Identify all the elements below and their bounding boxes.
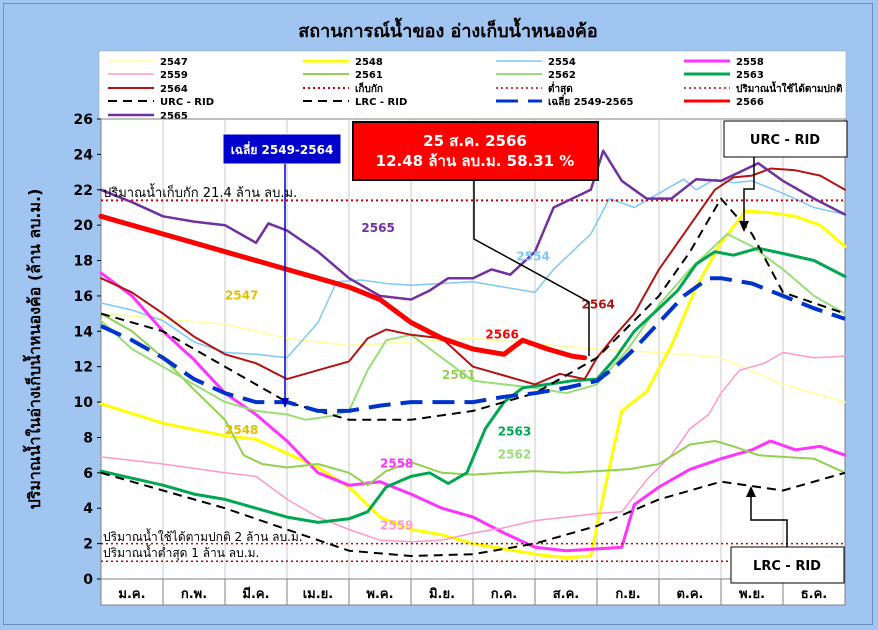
x-tick-label: ก.ย.: [615, 587, 640, 602]
series-line-5: [100, 312, 846, 487]
y-tick-label: 0: [83, 572, 93, 588]
series-label-2562: 2562: [498, 448, 531, 462]
series-label-2563: 2563: [498, 425, 531, 439]
chart-frame: สถานการณ์น้ำของ อ่างเก็บน้ำหนองค้อ 2547 2…: [3, 3, 873, 625]
series-line-3: [99, 271, 847, 553]
y-tick-label: 16: [74, 289, 93, 305]
x-tick-label: ม.ค.: [118, 587, 145, 602]
lrc-callout-text: LRC - RID: [753, 559, 821, 574]
x-tick-label: ก.ค.: [491, 587, 517, 602]
series-label-2566: 2566: [485, 327, 518, 341]
legend-entry: ปริมาณน้ำใช้ได้ตามปกติ: [736, 81, 842, 95]
legend-entry: 2566: [736, 97, 764, 108]
legend-entry: URC - RID: [160, 97, 214, 108]
x-tick-label: ส.ค.: [553, 587, 580, 602]
x-tick-label: มิ.ย.: [429, 587, 455, 602]
legend-entry: 2548: [355, 57, 383, 68]
series-label-2565: 2565: [361, 221, 394, 235]
series-line-16: [99, 149, 847, 301]
urc-callout-box: [723, 120, 848, 158]
current-value-amount: 12.48 ล้าน ลบ.ม. 58.31 %: [376, 152, 575, 170]
x-tick-label: ธ.ค.: [801, 587, 828, 602]
series-line-8: [100, 167, 846, 386]
current-value-box: [352, 121, 599, 181]
avg-callout-text: เฉลี่ย 2549-2564: [231, 141, 334, 157]
usable-line-label: ปริมาณน้ำใช้ได้ตามปกติ 2 ล้าน ลบ.ม.: [103, 528, 303, 544]
series-label-2554: 2554: [516, 250, 549, 264]
y-tick-label: 22: [74, 183, 93, 199]
y-axis-label: ปริมาณน้ำในอ่างเก็บน้ำหนองค้อ (ล้าน ลบ.ม…: [22, 189, 44, 510]
series-line-15: [98, 213, 588, 361]
urc-callout-leader: [743, 157, 755, 222]
x-tick-label: มี.ค.: [242, 586, 269, 602]
avg-callout-box: [222, 133, 342, 165]
legend-entry: 2562: [548, 70, 576, 81]
legend-entry: 2565: [160, 111, 188, 122]
legend-entry: 2547: [160, 57, 188, 68]
lrc-callout-leader: [750, 496, 788, 547]
current-value-leader: [473, 180, 590, 356]
reservoir-chart: สถานการณ์น้ำของ อ่างเก็บน้ำหนองค้อ 2547 2…: [7, 7, 869, 621]
min-line-label: ปริมาณน้ำต่ำสุด 1 ล้าน ลบ.ม.: [103, 544, 259, 561]
storage-line-label: ปริมาณน้ำเก็บกัก 21.4 ล้าน ลบ.ม.: [103, 183, 297, 201]
y-tick-label: 20: [74, 218, 94, 234]
legend-entry: 2564: [160, 84, 188, 95]
series-label-2564: 2564: [582, 297, 615, 311]
legend-entry: เฉลี่ย 2549-2565: [548, 94, 634, 108]
urc-callout-arrowhead: [739, 221, 749, 232]
grid: [162, 119, 784, 579]
legend-entry: 2554: [548, 57, 576, 68]
series-line-4: [100, 351, 846, 543]
series-labels: 2547 2548 2554 2558 2559 2561 2562 2563 2564 2566…: [225, 221, 615, 532]
series-line-13: [100, 471, 846, 557]
x-tick-label: เม.ย.: [303, 587, 334, 602]
y-tick-label: 18: [74, 254, 93, 270]
y-tick-label: 8: [83, 430, 93, 446]
y-tick-label: 2: [83, 537, 93, 553]
series-label-2547: 2547: [225, 288, 258, 302]
urc-callout-text: URC - RID: [750, 133, 820, 148]
legend-entry: 2559: [160, 70, 188, 81]
legend-entry: 2563: [736, 70, 764, 81]
series-line-0: [100, 312, 846, 403]
y-tick-label: 4: [83, 501, 93, 517]
x-tick-label: ก.พ.: [181, 587, 207, 602]
chart-title: สถานการณ์น้ำของ อ่างเก็บน้ำหนองค้อ: [298, 17, 597, 42]
legend-entry: 2558: [736, 57, 764, 68]
lrc-callout-box: [730, 546, 845, 584]
legend-box: [98, 50, 847, 122]
x-axis: ม.ค. ก.พ. มี.ค. เม.ย. พ.ค. มิ.ย. ก.ค. ส.ค. ก.ย. ต…: [100, 578, 846, 606]
current-value-date: 25 ส.ค. 2566: [423, 132, 527, 150]
x-tick-label: ต.ค.: [676, 587, 703, 602]
lrc-callout-arrowhead: [746, 486, 756, 497]
y-tick-label: 14: [74, 324, 94, 340]
series-line-7: [99, 246, 847, 524]
series-label-2559: 2559: [380, 518, 413, 532]
legend-entry: LRC - RID: [355, 97, 407, 108]
y-tick-label: 26: [74, 112, 93, 128]
series-label-2548: 2548: [225, 423, 258, 437]
series-label-2558: 2558: [380, 457, 413, 471]
x-tick-label: พ.ค.: [366, 587, 393, 602]
series-line-1: [99, 209, 847, 560]
y-tick-label: 24: [74, 147, 94, 163]
y-tick-label: 12: [74, 360, 93, 376]
legend-entry: เก็บกัก: [355, 81, 383, 95]
legend: 2547 2548 2554 2558 2559 2561 2562 2563 2564 เก็บ…: [108, 57, 842, 122]
x-tick-label: พ.ย.: [739, 587, 765, 602]
y-tick-label: 6: [83, 466, 93, 482]
series-line-14: [100, 276, 846, 413]
series-label-2561: 2561: [442, 368, 475, 382]
legend-entry: ต่ำสุด: [548, 81, 573, 95]
y-tick-label: 10: [74, 395, 94, 411]
legend-entry: 2561: [355, 70, 383, 81]
series-line-6: [100, 233, 846, 421]
avg-callout-arrowhead: [281, 398, 289, 408]
